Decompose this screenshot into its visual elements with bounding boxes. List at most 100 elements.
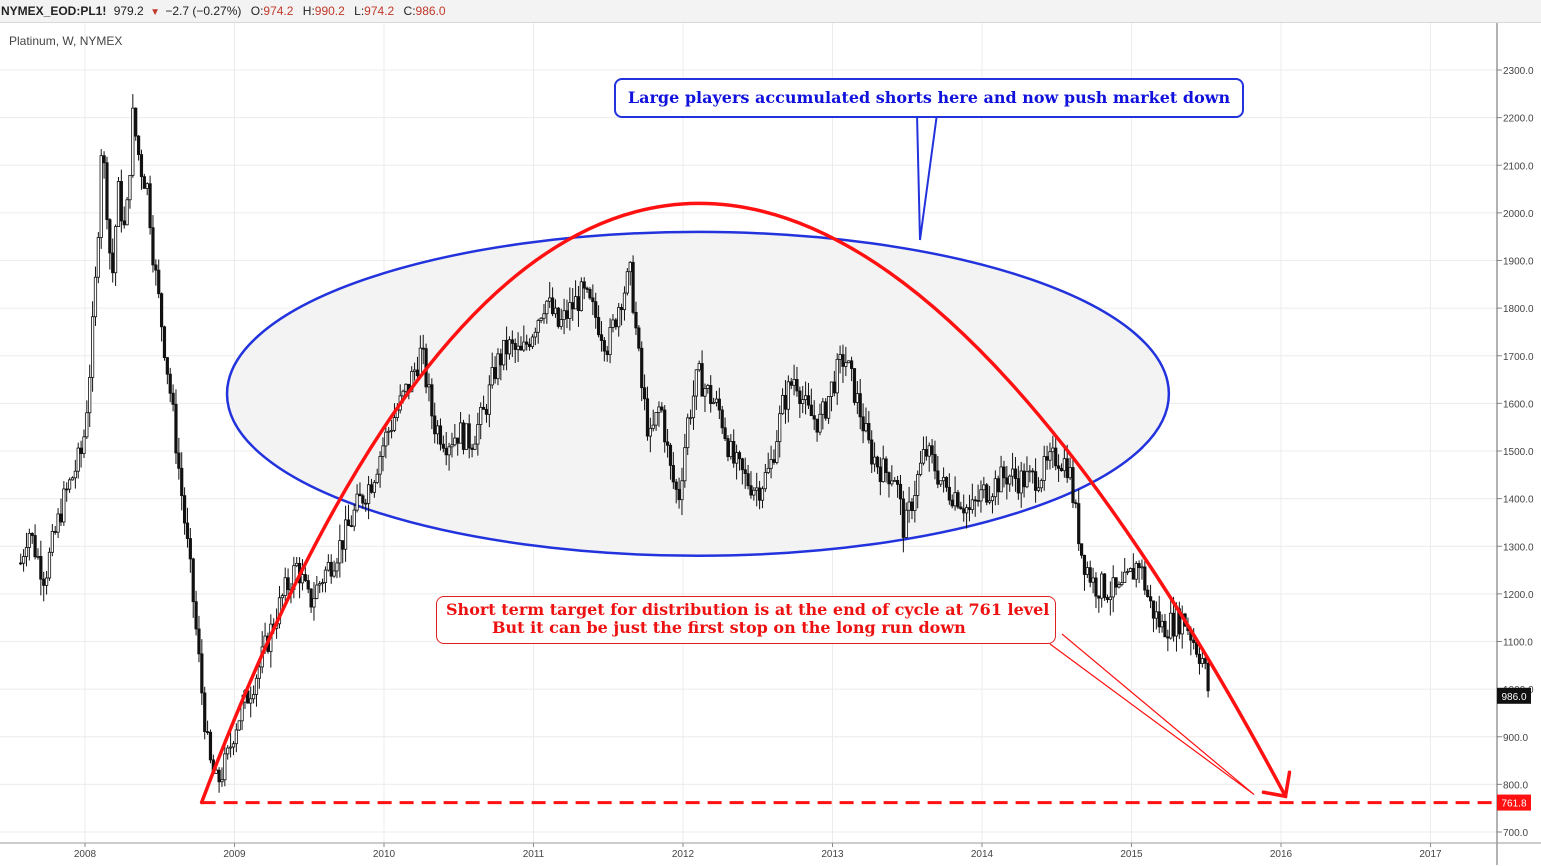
candle-body <box>458 422 463 444</box>
candle-body <box>973 499 977 502</box>
candle-body <box>571 302 575 310</box>
candle-body <box>450 444 454 448</box>
candle-body <box>1005 477 1009 485</box>
low-label: L: <box>354 4 365 18</box>
candle-body <box>1054 447 1058 467</box>
candle-body <box>663 409 667 443</box>
candle-body <box>355 493 359 511</box>
candle-body <box>979 489 983 502</box>
candle-body <box>447 446 451 456</box>
candle-body <box>366 484 371 504</box>
candle-body <box>1048 451 1052 461</box>
candle-body <box>369 484 374 493</box>
symbol-header: NYMEX_EOD:PL1! 979.2 ▼ −2.7 (−0.27%) O:9… <box>0 0 1541 23</box>
candle-body <box>1068 467 1072 479</box>
candle-body <box>111 252 115 274</box>
candle-body <box>855 393 859 403</box>
candle-body <box>62 488 66 523</box>
candle-body <box>93 276 98 318</box>
candle-body <box>257 666 261 679</box>
high-label: H: <box>302 4 315 18</box>
red-callout-line1: Short term target for distribution is at… <box>446 600 1050 619</box>
candle-body <box>645 398 650 437</box>
red-callout-line2: But it can be just the first stop on the… <box>492 618 966 637</box>
low-value: 974.2 <box>364 4 395 18</box>
candle-body <box>752 489 756 496</box>
candle-body <box>410 371 414 393</box>
candle-body <box>890 480 894 485</box>
candle-body <box>893 480 897 482</box>
candle-body <box>671 465 675 483</box>
arc-arrowhead <box>1261 770 1292 799</box>
candle-body <box>1042 456 1046 481</box>
candle-body <box>349 525 353 527</box>
candle-body <box>930 445 934 455</box>
candle-body <box>1010 468 1015 477</box>
candle-body <box>772 459 776 463</box>
symbol-name[interactable]: NYMEX_EOD:PL1! <box>1 4 107 18</box>
price-chart[interactable]: 2300.0 2200.0 2100.0 2000.0 1900.0 1800.0 1700… <box>0 23 1541 866</box>
candle-body <box>56 513 60 533</box>
candle-body <box>962 508 966 514</box>
candle-body <box>542 313 546 319</box>
candle-body <box>916 474 920 496</box>
candle-body <box>441 443 445 449</box>
y-tick-label: 1500.0 <box>1503 447 1534 458</box>
distribution-ellipse-layer <box>225 230 1171 558</box>
candle-body <box>1160 620 1164 628</box>
candle-body <box>694 369 698 397</box>
candle-body <box>430 384 434 417</box>
candle-body <box>323 569 328 584</box>
candle-body <box>1200 658 1204 664</box>
candle-body <box>743 469 747 475</box>
candle-body <box>499 353 503 366</box>
x-tick-label: 2016 <box>1270 849 1293 860</box>
candle-body <box>640 347 644 389</box>
candle-body <box>939 480 943 485</box>
candle-body <box>933 454 937 472</box>
current-price-label: 986.0 <box>1501 692 1526 703</box>
red-callout[interactable]: Short term target for distribution is at… <box>436 596 1056 644</box>
candle-body <box>956 492 960 508</box>
candle-body <box>19 562 23 565</box>
candle-body <box>358 493 362 497</box>
candle-body <box>191 558 195 603</box>
x-tick-label: 2014 <box>971 849 994 860</box>
candle-body <box>315 584 319 599</box>
candle-body <box>654 412 658 426</box>
candle-body <box>484 408 489 415</box>
candle-body <box>50 531 54 553</box>
candle-body <box>642 387 647 400</box>
candle-body <box>878 466 882 483</box>
candle-body <box>99 155 103 238</box>
candle-body <box>136 135 141 155</box>
candle-body <box>1171 612 1176 637</box>
candle-body <box>346 519 351 526</box>
candle-body <box>473 443 477 450</box>
candle-body <box>591 297 595 303</box>
blue-callout[interactable]: Large players accumulated shorts here an… <box>614 78 1244 118</box>
candle-body <box>996 478 1000 493</box>
current-price-tag <box>1497 687 1531 704</box>
candle-body <box>220 779 224 783</box>
candle-body <box>1045 456 1049 461</box>
candle-body <box>717 398 721 411</box>
candle-body <box>588 288 592 299</box>
candle-body <box>200 653 204 694</box>
candle-body <box>249 698 253 704</box>
candle-body <box>637 327 641 349</box>
candle-body <box>372 482 376 493</box>
chart-title: Platinum, W, NYMEX <box>9 34 123 48</box>
x-tick-label: 2015 <box>1120 849 1143 860</box>
candle-body <box>312 597 316 608</box>
y-tick-label: 2100.0 <box>1503 161 1534 172</box>
candle-body <box>283 577 287 597</box>
candle-body <box>116 181 121 227</box>
candle-body <box>234 729 238 745</box>
distribution-ellipse <box>225 230 1171 558</box>
candle-body <box>884 458 888 473</box>
candle-body <box>332 570 336 577</box>
candle-body <box>631 261 635 313</box>
candle-body <box>102 155 106 164</box>
candle-body <box>223 753 227 781</box>
